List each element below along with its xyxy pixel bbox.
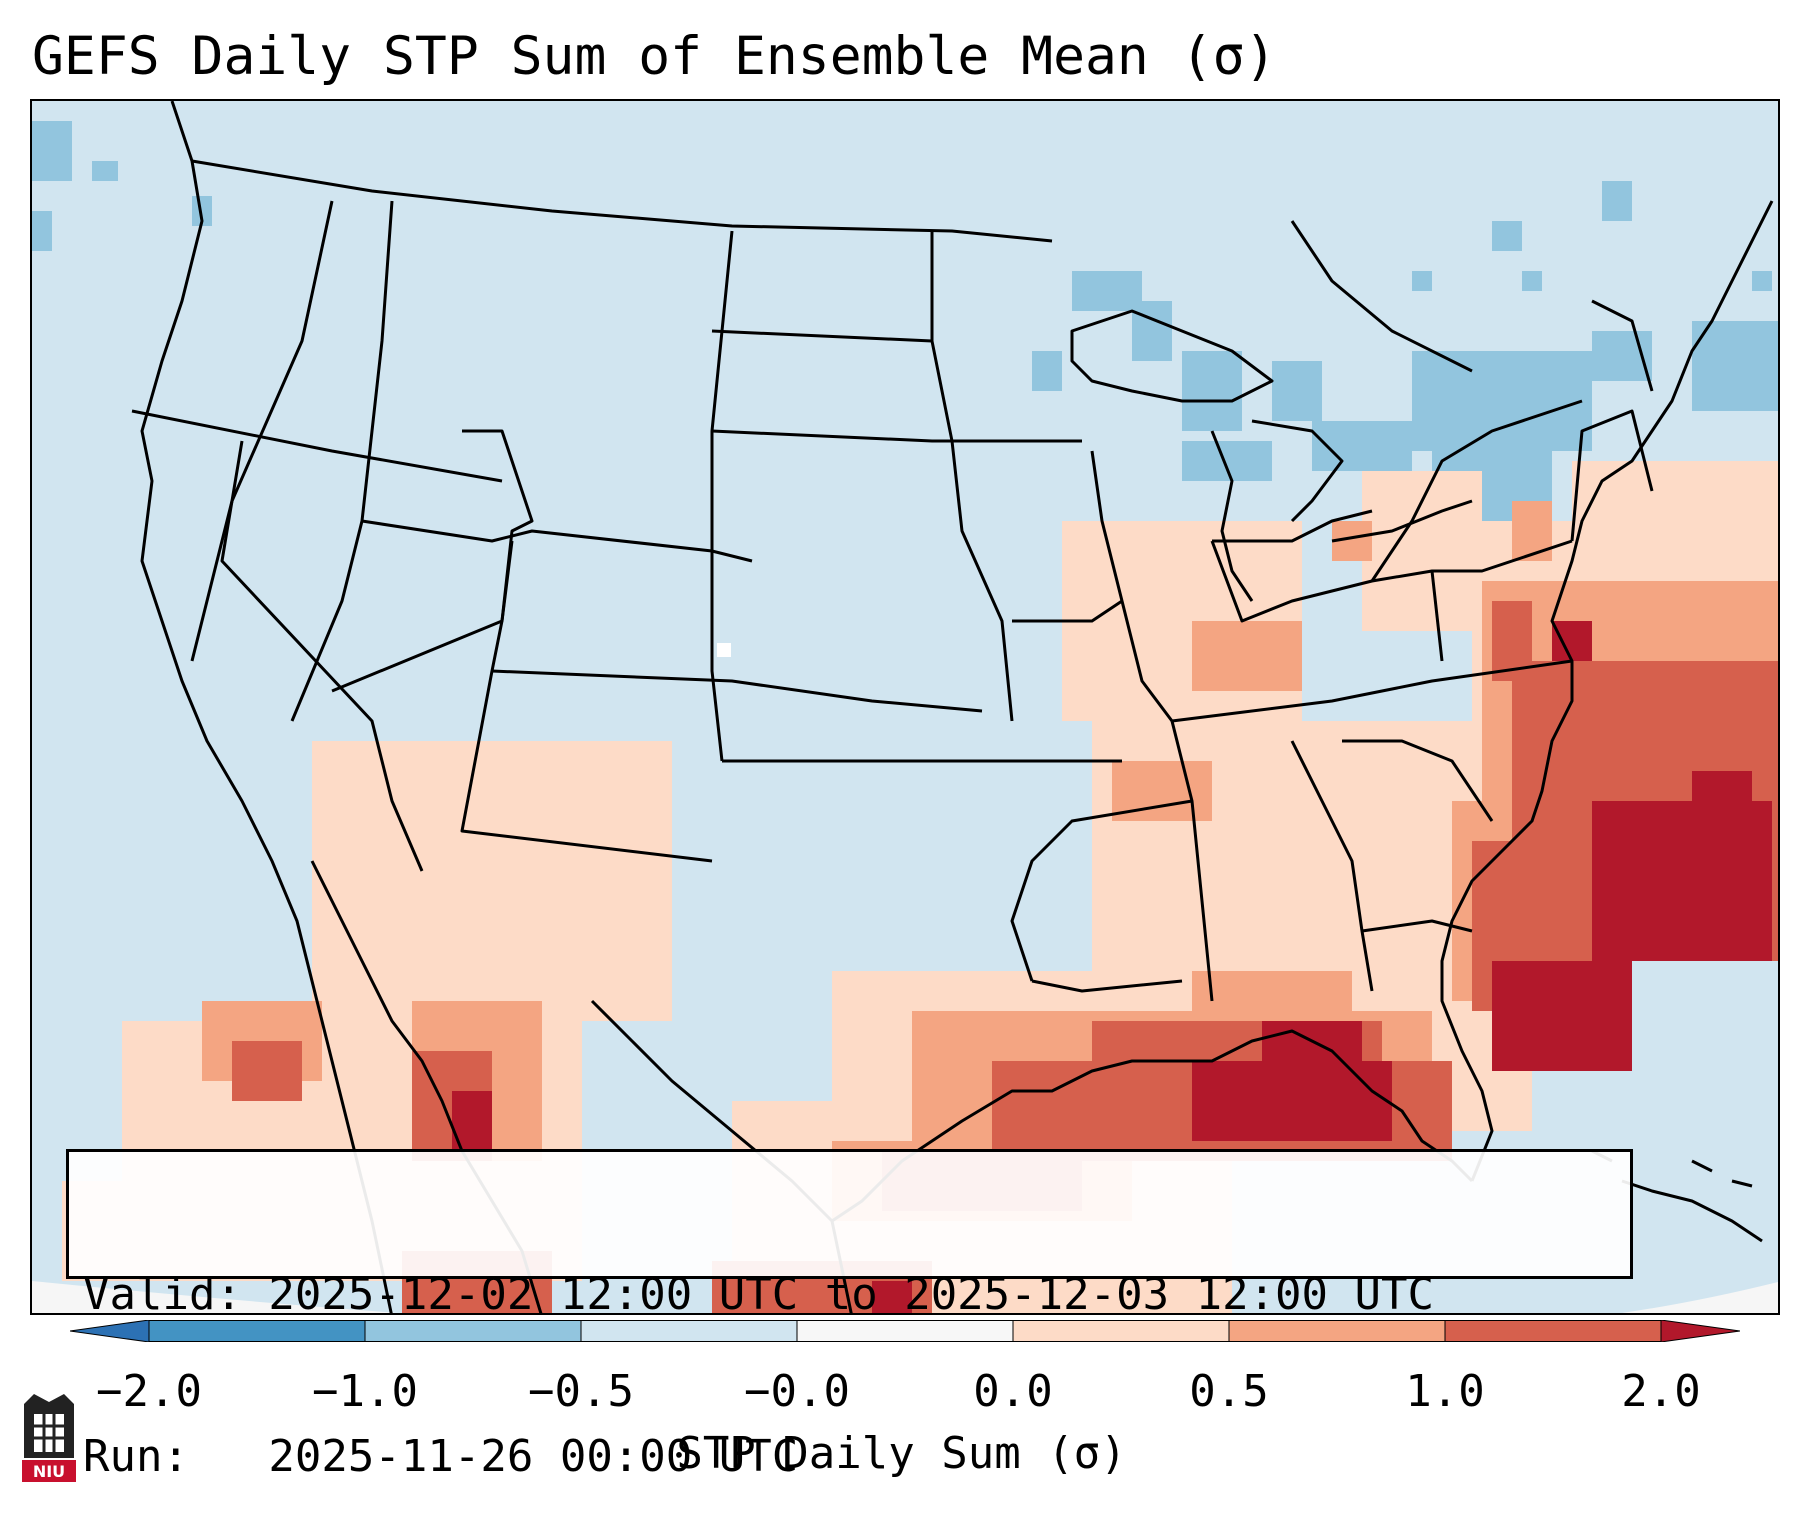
projection-edge-right: [1621, 1281, 1778, 1313]
niu-logo-window: [34, 1414, 64, 1452]
colorbar-segment: [1013, 1320, 1229, 1342]
colorbar-extend-low: [70, 1320, 150, 1342]
valid-run-info-box: Valid: 2025-12-02 12:00 UTC to 2025-12-0…: [66, 1149, 1633, 1482]
colorbar-segment: [1229, 1320, 1445, 1342]
tick-label: −2.0: [96, 1366, 202, 1417]
colorbar-segment: [1445, 1320, 1661, 1342]
colorbar-segment: [581, 1320, 797, 1342]
figure-title: GEFS Daily STP Sum of Ensemble Mean (σ): [32, 26, 1277, 87]
niu-logo-banner: [22, 1460, 76, 1482]
run-time-text: Run: 2025-11-26 00:00 UTC: [83, 1431, 799, 1482]
tick-label: 2.0: [1621, 1366, 1701, 1417]
missing-data-cell: [717, 643, 731, 657]
map-canvas: [32, 101, 1778, 1313]
colorbar: [70, 1320, 1740, 1342]
valid-time-text: Valid: 2025-12-02 12:00 UTC to 2025-12-0…: [83, 1269, 1435, 1320]
colorbar-extend-high: [1660, 1320, 1740, 1342]
tick-label: 0.0: [973, 1366, 1053, 1417]
colorbar-segment: [365, 1320, 581, 1342]
map-panel: [30, 99, 1780, 1315]
colorbar-label: STP Daily Sum (σ): [676, 1428, 1127, 1479]
niu-logo: NIU: [22, 1394, 76, 1482]
negative-anomaly-shading: [32, 121, 1778, 521]
colorbar-segment: [797, 1320, 1013, 1342]
niu-logo-text: NIU: [33, 1462, 65, 1481]
tick-label: −1.0: [312, 1366, 418, 1417]
positive-anomaly-extreme: [452, 621, 1772, 1313]
tick-label: 1.0: [1405, 1366, 1485, 1417]
tick-label: 0.5: [1189, 1366, 1269, 1417]
colorbar-segment: [149, 1320, 365, 1342]
tick-label: −0.0: [744, 1366, 850, 1417]
colorbar-tick-labels: −2.0 −1.0 −0.5 −0.0 0.0 0.5 1.0 2.0: [0, 1366, 1803, 1417]
projection-edge-left: [32, 1281, 399, 1313]
tick-label: −0.5: [528, 1366, 634, 1417]
